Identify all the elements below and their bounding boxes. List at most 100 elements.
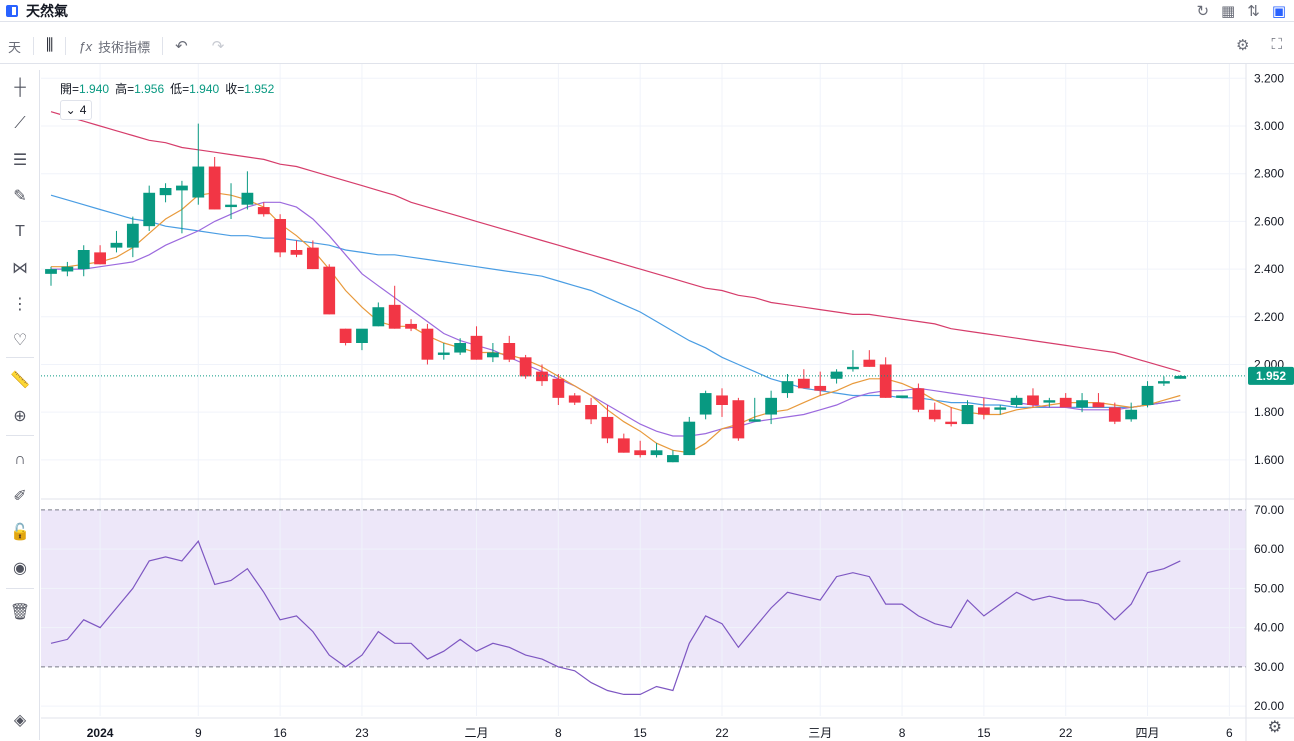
toolbar-divider — [162, 37, 164, 55]
time-axis-tick: 二月 — [465, 726, 489, 740]
layout-grid-icon[interactable]: ▦ — [1221, 3, 1236, 20]
candle-body — [1027, 395, 1039, 405]
candle-body — [1174, 375, 1187, 379]
time-axis-tick: 四月 — [1136, 726, 1160, 740]
legend-low: 低=1.940 — [170, 82, 220, 96]
candle-body — [405, 323, 417, 329]
redo-icon[interactable]: ↷ — [211, 38, 225, 55]
candle-body — [192, 166, 205, 198]
fib-lines-icon[interactable]: ☰ — [12, 152, 28, 169]
candle-body — [1108, 407, 1121, 422]
candle-body — [306, 247, 319, 270]
candle-body — [1076, 400, 1088, 408]
indicators-collapse-button[interactable]: ⌄ 4 — [60, 100, 92, 120]
rsi-axis-tick: 20.00 — [1254, 699, 1284, 713]
candle-body — [94, 252, 106, 265]
ruler-icon[interactable]: 📏 — [10, 372, 30, 389]
open-value: 1.940 — [79, 82, 110, 96]
refresh-icon[interactable]: ↻ — [1196, 3, 1210, 20]
candle-body — [961, 405, 974, 425]
candle-body — [765, 397, 778, 415]
time-axis-tick: 15 — [634, 726, 648, 740]
zoom-in-icon[interactable]: ⊕ — [13, 408, 27, 425]
indicators-label: 技術指標 — [98, 39, 151, 55]
legend-close: 收=1.952 — [225, 82, 275, 96]
candle-body — [650, 450, 663, 456]
titlebar-actions: ↻ ▦ ⇅ ▣ — [1196, 2, 1286, 20]
time-axis-tick: 6 — [1226, 726, 1233, 740]
trash-icon[interactable]: 🗑 — [9, 604, 31, 621]
time-axis-tick: 9 — [195, 726, 202, 740]
time-axis-tick: 2024 — [87, 726, 114, 740]
price-axis-tick: 1.600 — [1254, 453, 1284, 467]
candle-body — [896, 395, 908, 398]
candle-body — [699, 393, 712, 415]
chart-settings-gear-icon[interactable]: ⚙ — [1267, 719, 1282, 736]
crosshair-icon[interactable]: ┼ — [14, 79, 26, 96]
settings-gear-icon[interactable]: ⚙ — [1236, 37, 1250, 54]
candle-body — [470, 335, 483, 360]
candle-body — [1125, 409, 1138, 420]
candle-body — [339, 328, 352, 343]
candle-body — [503, 343, 516, 360]
visibility-eye-icon[interactable]: ◉ — [13, 560, 27, 577]
close-value: 1.952 — [244, 82, 275, 96]
undo-icon[interactable]: ↶ — [175, 38, 188, 55]
price-axis-tick: 3.000 — [1254, 119, 1284, 133]
candle-body — [159, 188, 172, 196]
window-title: 天然氣 — [26, 2, 68, 19]
forecast-icon[interactable]: ⋮ — [12, 296, 28, 313]
current-price-label: 1.952 — [1256, 369, 1286, 383]
heart-icon[interactable]: ♡ — [12, 332, 28, 349]
top-toolbar: 天 ⫼ ƒx 技術指標 ↶ ↷ ⚙ ⛶ — [0, 32, 1294, 60]
candle-body — [1010, 397, 1023, 405]
candle-body — [126, 223, 139, 248]
candle-body — [732, 400, 745, 439]
high-label: 高 — [115, 82, 128, 96]
toolbar-divider-line — [0, 63, 1294, 64]
candle-body — [61, 266, 74, 272]
window-titlebar: 天然氣 ↻ ▦ ⇅ ▣ — [0, 0, 1294, 22]
layers-icon[interactable]: ◈ — [13, 712, 27, 729]
magnet-icon[interactable]: ∩ — [14, 451, 26, 468]
time-axis-tick: 15 — [977, 726, 991, 740]
candle-body — [585, 405, 597, 420]
interval-selector[interactable]: 天 — [8, 39, 22, 55]
price-axis-tick: 2.800 — [1254, 167, 1284, 181]
candle-body — [208, 166, 221, 210]
fullscreen-icon[interactable]: ⛶ — [1271, 36, 1282, 53]
pattern-icon[interactable]: ⋈ — [12, 260, 28, 277]
indicator-count: 4 — [79, 103, 87, 117]
toolbar-divider — [33, 37, 35, 55]
panel-toggle-icon[interactable]: ▣ — [1271, 3, 1286, 20]
indicators-button[interactable]: ƒx 技術指標 — [78, 37, 150, 56]
compare-icon[interactable]: ⇅ — [1247, 3, 1260, 20]
trend-line-icon[interactable]: ⟋ — [14, 115, 26, 132]
candle-body — [683, 421, 696, 456]
candle-body — [781, 381, 794, 394]
tools-divider — [6, 588, 34, 589]
candle-body — [617, 438, 630, 453]
candle-body — [928, 409, 941, 420]
chevron-down-icon: ⌄ — [65, 103, 76, 117]
unlock-icon[interactable]: 🔓 — [10, 524, 30, 541]
candle-body — [634, 450, 647, 456]
chart-type-candle-icon[interactable]: ⫼ — [46, 37, 54, 54]
candle-body — [421, 328, 434, 360]
candle-body — [241, 192, 254, 205]
candle-body — [1158, 381, 1170, 384]
price-axis-tick: 2.400 — [1254, 262, 1284, 276]
lock-drawing-icon[interactable]: ✐ — [13, 488, 27, 505]
price-axis-tick: 1.800 — [1254, 405, 1284, 419]
text-tool-icon[interactable]: T — [15, 223, 25, 240]
brush-icon[interactable]: ✎ — [13, 188, 27, 205]
high-value: 1.956 — [134, 82, 165, 96]
ma-mid-line — [51, 201, 1181, 437]
price-axis-tick: 3.200 — [1254, 71, 1284, 85]
candle-body — [879, 364, 892, 398]
candle-body — [323, 266, 336, 315]
close-label: 收 — [225, 82, 238, 96]
candle-body — [568, 395, 581, 403]
candle-body — [388, 304, 401, 329]
